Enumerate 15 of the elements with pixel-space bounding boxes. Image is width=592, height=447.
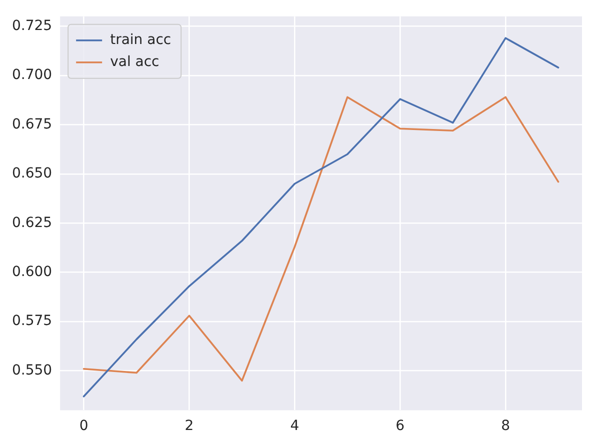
legend-label: val acc (110, 54, 160, 70)
x-tick-label: 0 (79, 418, 88, 434)
x-tick-label: 2 (184, 418, 194, 434)
y-tick-label: 0.600 (12, 264, 52, 280)
x-tick-label: 6 (396, 418, 405, 434)
y-tick-label: 0.575 (12, 313, 52, 330)
y-tick-label: 0.725 (12, 18, 52, 34)
legend-label: train acc (110, 32, 172, 48)
x-tick-label: 4 (290, 418, 300, 434)
y-tick-label: 0.675 (12, 116, 52, 132)
x-tick-label: 8 (501, 418, 510, 434)
y-tick-label: 0.700 (12, 67, 52, 84)
y-tick-label: 0.650 (12, 166, 52, 182)
y-tick-label: 0.550 (12, 362, 52, 378)
y-tick-label: 0.625 (12, 214, 52, 231)
